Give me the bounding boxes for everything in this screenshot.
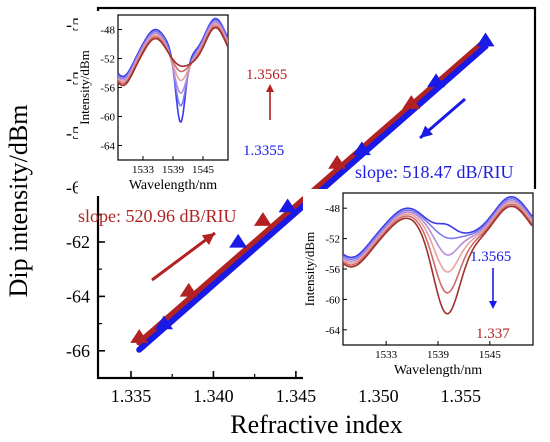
inset-y-tick-label: -56 — [325, 264, 340, 276]
inset-bottom-label-end: 1.337 — [476, 326, 510, 342]
spectrum-curve — [342, 203, 533, 294]
inset-y-tick-label: -48 — [325, 203, 340, 215]
inset-x-axis-title: Wavelength/nm — [394, 363, 482, 378]
red-data-point — [328, 154, 347, 169]
spectrum-curve — [117, 26, 229, 87]
inset-y-tick-label: -56 — [100, 83, 115, 95]
blue-data-point — [278, 198, 297, 213]
blue-data-point — [476, 32, 495, 47]
red-data-point — [253, 212, 272, 226]
y-tick-label: -64 — [66, 286, 90, 306]
x-axis-title: Refractive index — [230, 410, 403, 439]
inset-bottom-label-start: 1.3565 — [470, 249, 511, 265]
blue-data-point — [154, 315, 173, 330]
inset-y-tick-label: -64 — [100, 141, 115, 153]
inset-y-tick-label: -60 — [100, 112, 115, 124]
x-tick-label: 1.350 — [358, 386, 399, 406]
inset-y-axis-title: Intensity/dBm — [77, 50, 92, 124]
x-tick-label: 1.335 — [111, 386, 152, 406]
inset-x-tick-label: 1539 — [427, 349, 450, 361]
inset-x-tick-label: 1533 — [132, 164, 155, 176]
inset-y-tick-label: -52 — [100, 54, 115, 66]
inset-arrow-top-head — [266, 84, 274, 92]
red-slope-label: slope: 520.96 dB/RIU — [78, 206, 237, 226]
inset-arrow-bottom-head — [489, 301, 497, 309]
blue-data-point — [352, 141, 371, 156]
y-tick-label: -66 — [66, 341, 90, 361]
inset-y-axis-title: Intensity/dBm — [302, 232, 317, 306]
red-data-point — [402, 95, 421, 109]
blue-slope-label: slope: 518.47 dB/RIU — [355, 162, 514, 182]
blue-direction-arrow-head — [420, 125, 433, 138]
spectrum-curve — [117, 25, 229, 85]
inset-top-left: 1533 1539 1545 -48 -52 -56 -60 -64 Wavelength/nm… — [77, 11, 232, 196]
red-data-point — [179, 282, 198, 297]
y-tick-label: -62 — [66, 232, 90, 252]
inset-y-tick-label: -52 — [325, 234, 340, 246]
blue-data-point — [229, 233, 248, 248]
inset-y-tick-label: -48 — [100, 25, 115, 37]
inset-y-tick-label: -60 — [325, 294, 340, 306]
inset-x-tick-label: 1545 — [479, 349, 502, 361]
spectrum-curve — [342, 195, 533, 259]
inset-top-label-end: 1.3565 — [246, 67, 287, 83]
blue-data-point — [427, 73, 446, 88]
inset-x-axis-title: Wavelength/nm — [129, 178, 217, 193]
inset-x-tick-label: 1533 — [375, 349, 398, 361]
inset-x-tick-label: 1539 — [162, 164, 185, 176]
x-tick-label: 1.345 — [276, 386, 317, 406]
inset-bottom-right: 1533 1539 1545 -48 -52 -56 -60 -64 Wavelength/nm… — [302, 189, 537, 381]
spectrum-curve — [342, 199, 533, 263]
x-tick-label: 1.340 — [193, 386, 234, 406]
red-direction-arrow-head — [201, 233, 215, 245]
inset-top-label-start: 1.3355 — [243, 143, 284, 159]
spectrum-curve — [342, 205, 533, 315]
spectrum-curve — [342, 201, 533, 273]
red-data-point — [130, 329, 149, 343]
spectrum-curve — [342, 197, 533, 261]
x-tick-label: 1.355 — [441, 386, 482, 406]
inset-x-tick-label: 1545 — [192, 164, 215, 176]
spectrum-curve — [117, 23, 229, 83]
red-direction-arrow — [151, 231, 216, 282]
inset-y-tick-label: -64 — [325, 325, 340, 337]
spectrum-curve — [117, 21, 229, 94]
y-axis-title: Dip intensity/dBm — [4, 105, 33, 298]
